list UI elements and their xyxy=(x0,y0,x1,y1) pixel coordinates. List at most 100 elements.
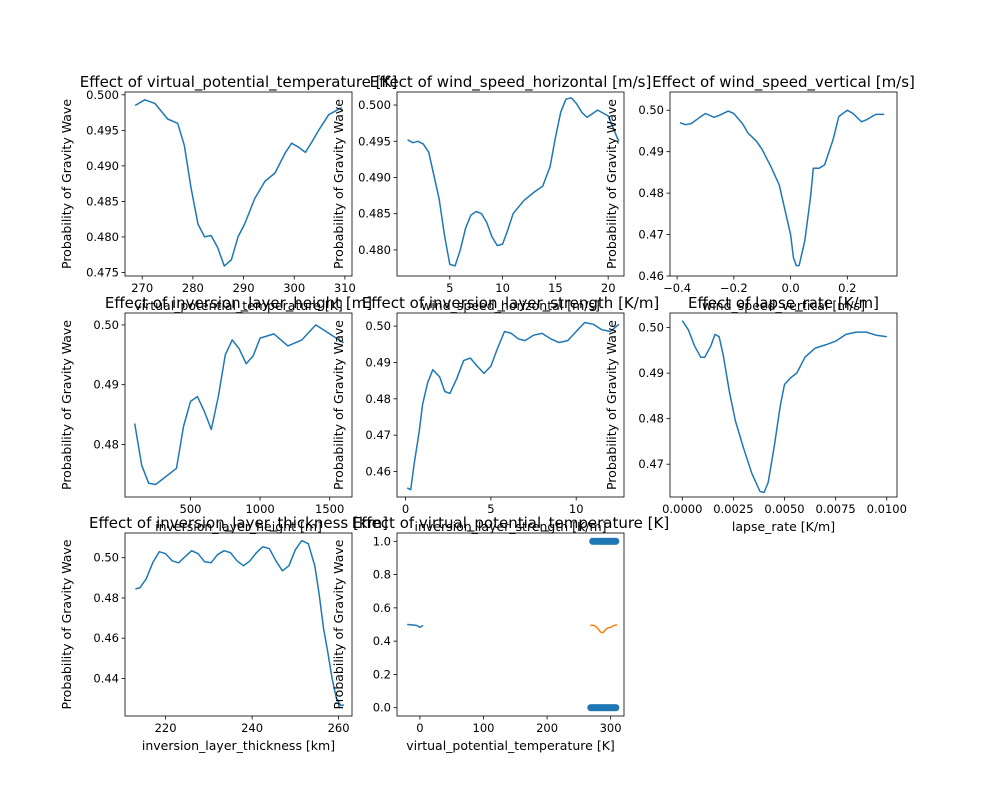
x-tick-label: 270 xyxy=(131,281,153,295)
series-line xyxy=(133,324,345,486)
x-tick-label: 5 xyxy=(446,281,453,295)
y-axis-label: Probability of Gravity Wave xyxy=(604,320,619,490)
x-tick-label: 280 xyxy=(182,281,204,295)
y-tick-label: 0.49 xyxy=(638,366,664,380)
x-tick-label: 1500 xyxy=(315,502,344,516)
subplot-1: 270 280 290 300 310 0.475 0.480 0.485 0.490 0.495… xyxy=(59,73,397,313)
series-line-orange xyxy=(590,624,617,634)
axes-frame xyxy=(396,312,625,498)
data-point xyxy=(612,537,620,545)
x-tick-label: 500 xyxy=(180,502,202,516)
y-tick-label: 0.50 xyxy=(93,551,119,565)
y-tick-label: 0.6 xyxy=(373,601,391,615)
x-tick-label: −0.4 xyxy=(663,281,691,295)
x-tick-label: 260 xyxy=(328,721,350,735)
y-axis-label: Probability of Gravity Wave xyxy=(59,320,74,490)
y-tick-label: 0.50 xyxy=(638,321,664,335)
y-tick-label: 0.480 xyxy=(86,230,119,244)
y-tick-label: 0.49 xyxy=(365,356,391,370)
y-tick-label: 0.495 xyxy=(86,123,119,137)
x-axis-label: lapse_rate [K/m] xyxy=(732,519,835,534)
x-tick-label: 10 xyxy=(569,502,584,516)
series-line xyxy=(681,320,887,494)
axes-frame xyxy=(396,91,625,277)
x-tick-label: 0 xyxy=(416,721,423,735)
x-tick-label: 10 xyxy=(495,281,510,295)
y-tick-label: 1.0 xyxy=(373,534,391,548)
y-tick-label: 0.485 xyxy=(358,207,391,221)
y-tick-label: 0.500 xyxy=(86,88,119,102)
x-tick-label: 0.0025 xyxy=(713,502,753,516)
x-tick-label: 0.0100 xyxy=(867,502,907,516)
x-tick-label: 0 xyxy=(402,502,409,516)
subplot-7: 220 240 260 0.44 0.46 0.48 0.50 Effect of inver… xyxy=(59,514,388,753)
chart-title: Effect of inversion_layer_thickness [km] xyxy=(89,514,388,533)
y-tick-label: 0.475 xyxy=(86,265,119,279)
y-axis-label: Probability of Gravity Wave xyxy=(604,99,619,269)
x-tick-label: 220 xyxy=(155,721,177,735)
y-tick-label: 0.48 xyxy=(638,186,664,200)
y-tick-label: 0.47 xyxy=(638,228,664,242)
x-tick-label: 5 xyxy=(487,502,494,516)
x-axis-label: wind_speed_vertical [m/s] xyxy=(702,298,865,313)
y-axis-label: Probability of Gravity Wave xyxy=(331,99,346,269)
x-tick-label: 0.2 xyxy=(838,281,856,295)
x-axis-label: virtual_potential_temperature [K] xyxy=(134,298,343,313)
series-line-blue xyxy=(407,623,424,629)
series-line xyxy=(679,109,885,267)
y-tick-label: 0.480 xyxy=(358,243,391,257)
chart-title: Effect of lapse_rate [K/m] xyxy=(688,294,879,313)
subplot-5: 0 5 10 0.46 0.47 0.48 0.49 0.50 Effect of invers… xyxy=(331,294,659,534)
x-axis-label: virtual_potential_temperature [K] xyxy=(406,738,615,753)
series-line xyxy=(407,97,620,267)
axes-frame xyxy=(124,312,353,498)
y-tick-label: 0.48 xyxy=(638,412,664,426)
plot-area xyxy=(133,324,345,486)
y-tick-label: 0.2 xyxy=(373,667,391,681)
y-tick-label: 0.50 xyxy=(365,319,391,333)
y-tick-label: 0.490 xyxy=(358,171,391,185)
y-tick-label: 0.8 xyxy=(373,568,391,582)
chart-title: Effect of inversion_layer_strength [K/m] xyxy=(362,294,660,313)
y-tick-label: 0.44 xyxy=(93,671,119,685)
x-tick-label: 0.0000 xyxy=(662,502,702,516)
chart-title: Effect of virtual_potential_temperature … xyxy=(80,73,397,92)
x-tick-label: 0.0050 xyxy=(764,502,804,516)
chart-title: Effect of inversion_layer_height [m] xyxy=(105,294,372,313)
x-axis-label: inversion_layer_thickness [km] xyxy=(142,738,335,753)
chart-title: Effect of wind_speed_vertical [m/s] xyxy=(652,73,915,92)
y-tick-label: 0.4 xyxy=(373,634,391,648)
y-tick-label: 0.490 xyxy=(86,159,119,173)
subplot-2: 5 10 15 20 0.480 0.485 0.490 0.495 0.500 Effect o… xyxy=(331,73,651,313)
y-tick-label: 0.46 xyxy=(365,465,391,479)
y-tick-label: 0.47 xyxy=(365,428,391,442)
y-axis-label: Probability of Gravity Wave xyxy=(59,539,74,709)
subplot-3: −0.4 −0.2 0.0 0.2 0.46 0.47 0.48 0.49 0.50 Effect… xyxy=(604,73,915,313)
y-axis-label: Probability of Gravity Wave xyxy=(59,99,74,269)
plot-area xyxy=(679,109,885,267)
y-axis-label: Probability of Gravity Wave xyxy=(331,320,346,490)
y-tick-label: 0.48 xyxy=(93,591,119,605)
y-axis-label: Probability of Gravity Wave xyxy=(331,539,346,709)
series-line xyxy=(406,321,620,491)
axes-frame xyxy=(669,91,898,277)
plot-area xyxy=(407,97,620,267)
series-line xyxy=(135,539,344,707)
plot-area xyxy=(406,321,620,491)
plot-area xyxy=(407,537,620,712)
plot-area xyxy=(135,539,344,707)
x-tick-label: 0.0075 xyxy=(815,502,855,516)
plot-area xyxy=(681,320,887,494)
axes-frame xyxy=(124,532,353,717)
axes-frame xyxy=(124,91,353,277)
x-tick-label: 20 xyxy=(601,281,616,295)
series-line xyxy=(134,99,343,267)
y-tick-label: 0.495 xyxy=(358,134,391,148)
y-tick-label: 0.48 xyxy=(93,437,119,451)
y-tick-label: 0.49 xyxy=(93,378,119,392)
x-axis-label: wind_speed_horizontal [m/s] xyxy=(421,298,600,313)
x-tick-label: 310 xyxy=(334,281,356,295)
